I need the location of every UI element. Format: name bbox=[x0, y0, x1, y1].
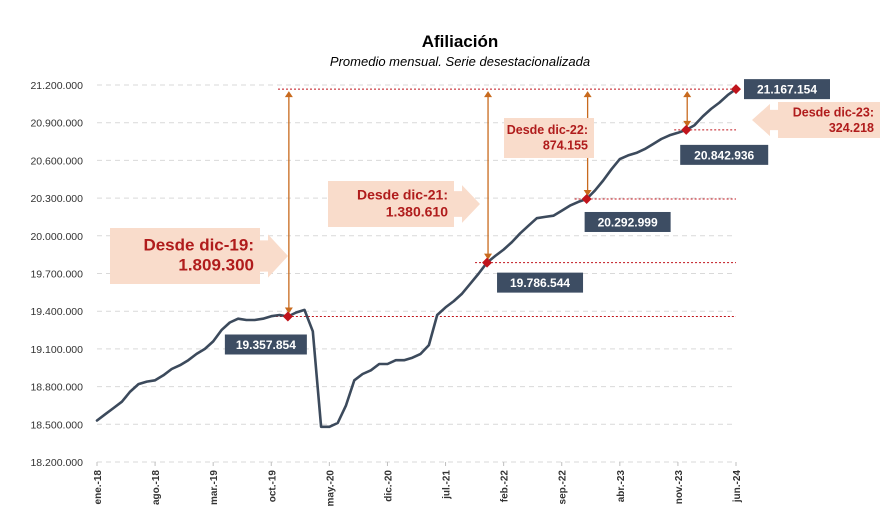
value-label: 20.842.936 bbox=[680, 144, 769, 165]
y-axis-ticks: 18.200.000 18.500.000 18.800.000 19.100.000… bbox=[30, 80, 83, 469]
y-tick-label: 19.700.000 bbox=[30, 269, 83, 281]
highlight-markers bbox=[282, 84, 741, 322]
difference-callouts: Desde dic-19:1.809.300 Desde dic-21:1.380… bbox=[110, 102, 880, 284]
value-label: 21.167.154 bbox=[744, 79, 830, 100]
difference-callout: Desde dic-22: 874.155 bbox=[504, 118, 594, 158]
difference-callout: Desde dic-23: 324.218 bbox=[752, 102, 880, 138]
data-marker bbox=[731, 84, 741, 95]
x-axis-ticks: ene.-18 ago.-18 mar.-19 oct.-19 may.-20 dic.-… bbox=[93, 462, 743, 507]
chart-subtitle: Promedio mensual. Serie desestacionaliza… bbox=[330, 54, 590, 69]
y-tick-label: 20.900.000 bbox=[30, 118, 83, 130]
callout-shape bbox=[328, 181, 480, 227]
y-tick-label: 18.800.000 bbox=[30, 382, 83, 394]
difference-callout: Desde dic-21:1.380.610 bbox=[328, 181, 480, 227]
x-tick-label: jun.-24 bbox=[732, 470, 743, 504]
callout-title: Desde dic-19: bbox=[143, 235, 254, 254]
callout-value: 1.380.610 bbox=[386, 203, 448, 219]
y-tick-label: 18.200.000 bbox=[30, 457, 83, 469]
difference-callout: Desde dic-19:1.809.300 bbox=[110, 228, 288, 284]
y-tick-label: 21.200.000 bbox=[30, 80, 83, 92]
x-tick-label: may.-20 bbox=[325, 470, 336, 507]
series-lines bbox=[95, 87, 738, 429]
x-tick-label: feb.-22 bbox=[500, 470, 511, 503]
y-tick-label: 19.400.000 bbox=[30, 306, 83, 318]
x-tick-label: ene.-18 bbox=[93, 470, 104, 505]
x-tick-label: mar.-19 bbox=[209, 470, 220, 505]
y-tick-label: 20.600.000 bbox=[30, 155, 83, 167]
difference-arrow bbox=[683, 91, 692, 127]
y-tick-label: 19.100.000 bbox=[30, 344, 83, 356]
x-tick-label: nov.-23 bbox=[674, 470, 685, 505]
value-label: 19.357.854 bbox=[224, 334, 307, 355]
x-tick-label: jul.-21 bbox=[442, 470, 453, 500]
value-label: 20.292.999 bbox=[584, 211, 671, 232]
value-label-text: 20.842.936 bbox=[694, 148, 754, 162]
data-marker bbox=[282, 311, 293, 322]
y-tick-label: 20.300.000 bbox=[30, 193, 83, 205]
chart-title: Afiliación bbox=[422, 32, 499, 51]
x-tick-label: sep.-22 bbox=[558, 470, 569, 505]
value-labels: 19.357.854 19.786.544 20.292.999 20.842.936… bbox=[224, 79, 830, 355]
x-tick-label: abr.-23 bbox=[616, 470, 627, 503]
callout-title: Desde dic-21: bbox=[357, 186, 448, 202]
y-tick-label: 18.500.000 bbox=[30, 419, 83, 431]
value-label: 19.786.544 bbox=[497, 272, 584, 293]
value-label-text: 19.786.544 bbox=[510, 276, 570, 290]
difference-arrow bbox=[484, 91, 493, 260]
x-tick-label: ago.-18 bbox=[151, 470, 162, 505]
callout-title: Desde dic-23: bbox=[793, 105, 874, 119]
value-label-text: 20.292.999 bbox=[598, 215, 658, 229]
callout-title: Desde dic-22: bbox=[507, 123, 588, 137]
series-line bbox=[95, 87, 738, 429]
y-tick-label: 20.000.000 bbox=[30, 231, 83, 243]
callout-shape bbox=[752, 102, 880, 138]
reference-lines bbox=[275, 88, 736, 317]
gridlines bbox=[97, 84, 736, 463]
data-marker bbox=[482, 257, 493, 268]
data-marker bbox=[581, 193, 592, 204]
callout-shape bbox=[504, 118, 594, 158]
value-label-text: 21.167.154 bbox=[757, 83, 817, 97]
x-tick-label: oct.-19 bbox=[267, 470, 278, 503]
data-marker bbox=[681, 124, 692, 135]
callout-value: 324.218 bbox=[829, 121, 874, 135]
callout-value: 1.809.300 bbox=[178, 255, 254, 274]
callout-shape bbox=[110, 228, 288, 284]
difference-arrow bbox=[284, 91, 293, 314]
value-label-text: 19.357.854 bbox=[236, 338, 296, 352]
x-tick-label: dic.-20 bbox=[383, 470, 394, 502]
callout-value: 874.155 bbox=[543, 139, 588, 153]
